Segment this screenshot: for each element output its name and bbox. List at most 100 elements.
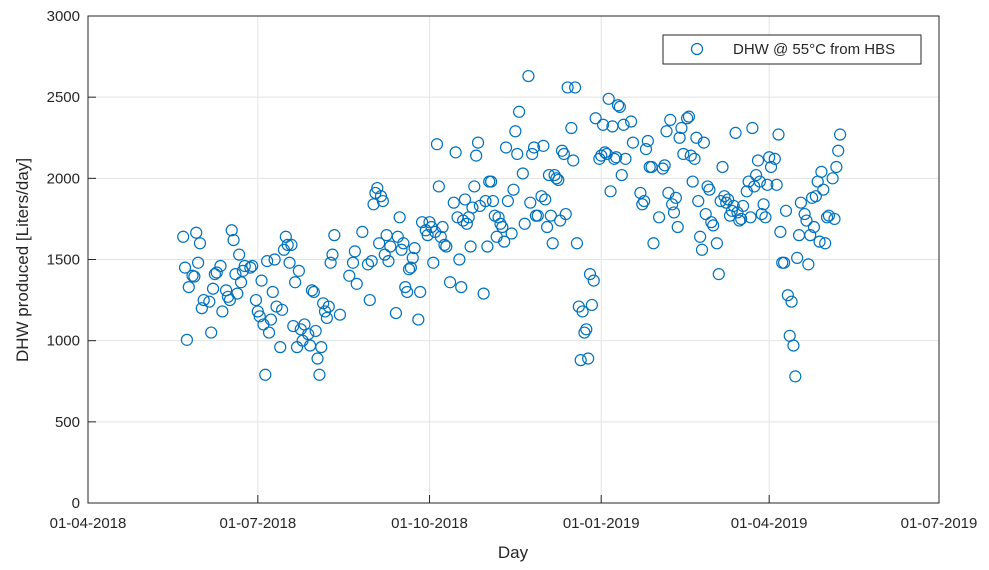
data-point xyxy=(785,295,798,308)
data-point xyxy=(527,141,541,154)
data-point xyxy=(320,311,333,325)
data-point xyxy=(537,139,550,152)
data-point xyxy=(815,165,828,178)
data-point xyxy=(509,125,522,138)
data-point xyxy=(639,143,653,156)
data-point xyxy=(395,243,408,256)
data-point xyxy=(589,112,602,125)
data-point xyxy=(389,306,403,320)
data-point xyxy=(680,112,694,125)
data-point xyxy=(570,237,584,250)
data-point xyxy=(716,160,729,174)
data-point xyxy=(595,149,608,162)
data-point xyxy=(499,141,513,154)
data-point xyxy=(656,162,669,175)
data-point xyxy=(223,293,236,307)
data-point xyxy=(249,293,263,307)
data-point xyxy=(736,199,750,213)
data-point xyxy=(455,280,468,294)
x-tick-label: 01-04-2019 xyxy=(731,515,808,532)
data-point xyxy=(694,230,707,243)
data-point xyxy=(718,190,731,203)
data-point xyxy=(346,256,360,269)
data-point xyxy=(292,264,305,277)
data-point xyxy=(378,248,391,261)
data-point xyxy=(227,233,240,247)
data-point xyxy=(430,138,444,151)
data-point xyxy=(697,136,710,149)
data-point xyxy=(471,136,485,149)
data-point xyxy=(393,211,406,224)
data-point xyxy=(246,259,259,273)
data-point xyxy=(458,193,472,206)
data-point xyxy=(626,136,640,149)
data-point xyxy=(583,268,597,281)
data-point xyxy=(791,251,804,264)
data-point xyxy=(178,261,192,274)
data-point xyxy=(522,69,535,83)
data-point xyxy=(755,207,768,221)
data-point xyxy=(333,308,347,321)
data-point xyxy=(550,172,563,185)
data-point xyxy=(604,185,617,198)
data-point xyxy=(638,194,651,208)
data-point xyxy=(511,147,524,161)
data-point xyxy=(371,181,384,195)
data-point xyxy=(408,242,421,255)
data-point xyxy=(261,255,274,268)
data-point xyxy=(505,227,518,240)
data-point xyxy=(770,178,783,191)
data-point xyxy=(397,237,410,250)
y-axis-label: DHW produced [Liters/day] xyxy=(13,158,32,362)
data-point xyxy=(707,219,720,232)
data-point xyxy=(279,230,292,243)
data-point xyxy=(735,212,748,226)
data-point xyxy=(610,151,623,164)
data-point xyxy=(720,196,733,209)
data-point xyxy=(274,341,287,354)
data-point xyxy=(794,196,807,209)
data-point xyxy=(688,152,701,165)
data-point xyxy=(617,118,630,131)
data-point xyxy=(544,209,557,222)
data-point xyxy=(384,240,397,253)
data-point xyxy=(580,323,593,336)
x-tick-label: 01-10-2018 xyxy=(391,515,468,532)
data-point xyxy=(485,175,498,188)
data-point xyxy=(602,92,615,105)
data-point xyxy=(565,121,578,135)
data-point xyxy=(764,160,778,174)
data-point xyxy=(404,261,417,274)
data-point xyxy=(234,276,248,289)
data-point xyxy=(695,243,709,256)
data-point xyxy=(828,212,841,226)
data-point xyxy=(727,199,740,213)
y-tick-label: 2000 xyxy=(47,170,80,187)
data-point xyxy=(518,217,531,230)
y-tick-label: 2500 xyxy=(47,89,80,106)
data-point xyxy=(289,276,302,289)
data-point xyxy=(819,237,832,250)
data-point xyxy=(675,121,688,135)
data-point xyxy=(421,229,434,242)
data-point xyxy=(343,269,356,282)
data-point xyxy=(324,256,337,269)
y-tick-label: 3000 xyxy=(47,8,80,25)
data-point xyxy=(641,134,654,148)
data-point xyxy=(798,207,811,221)
data-point xyxy=(466,201,479,214)
data-point xyxy=(195,302,208,315)
data-point xyxy=(197,293,210,307)
data-point xyxy=(438,238,451,251)
ticks: 01-04-2018 01-07-2018 01-10-2018 01-01-2019… xyxy=(47,8,978,532)
data-point xyxy=(667,206,681,219)
data-point xyxy=(574,354,587,367)
data-point xyxy=(587,274,600,287)
data-point xyxy=(778,256,791,269)
data-point xyxy=(671,220,684,234)
data-point xyxy=(255,274,268,287)
data-point xyxy=(376,194,389,208)
legend-marker xyxy=(690,42,704,56)
data-point xyxy=(214,259,227,273)
